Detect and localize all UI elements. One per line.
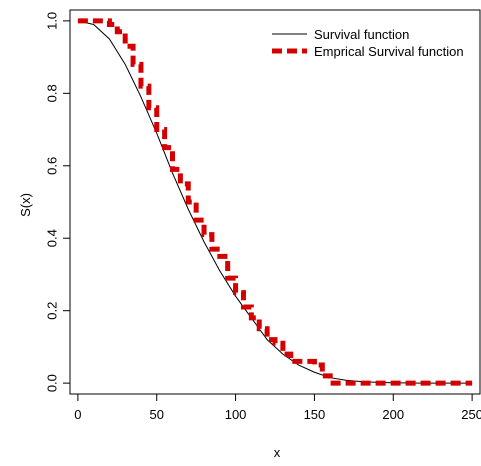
y-tick-label: 0.6: [44, 157, 59, 175]
y-tick-label: 1.0: [44, 12, 59, 30]
series-layer: [77, 18, 473, 386]
plot-frame: [69, 9, 481, 395]
x-tick-label: 0: [74, 407, 81, 422]
x-tick-label: 200: [382, 407, 404, 422]
empirical-survival-function-line: [77, 18, 473, 386]
legend: Survival function Emprical Survival func…: [272, 27, 464, 59]
x-tick-label: 100: [225, 407, 247, 422]
x-tick-label: 50: [149, 407, 163, 422]
y-tick-label: 0.0: [44, 374, 59, 392]
legend-label-empirical: Emprical Survival function: [314, 44, 464, 59]
y-tick-label: 0.4: [44, 229, 59, 247]
y-tick-label: 0.2: [44, 302, 59, 320]
y-tick-label: 0.8: [44, 84, 59, 102]
x-axis-label: x: [274, 445, 281, 460]
x-tick-label: 150: [304, 407, 326, 422]
y-axis-label: S(x): [18, 193, 33, 217]
x-tick-label: 250: [461, 407, 481, 422]
legend-label-survival: Survival function: [314, 27, 409, 42]
survival-function-line: [77, 20, 473, 384]
y-ticks: 0.0 0.2 0.4 0.6 0.8 1.0: [44, 12, 70, 392]
x-ticks: 0 50 100 150 200 250: [74, 394, 481, 422]
